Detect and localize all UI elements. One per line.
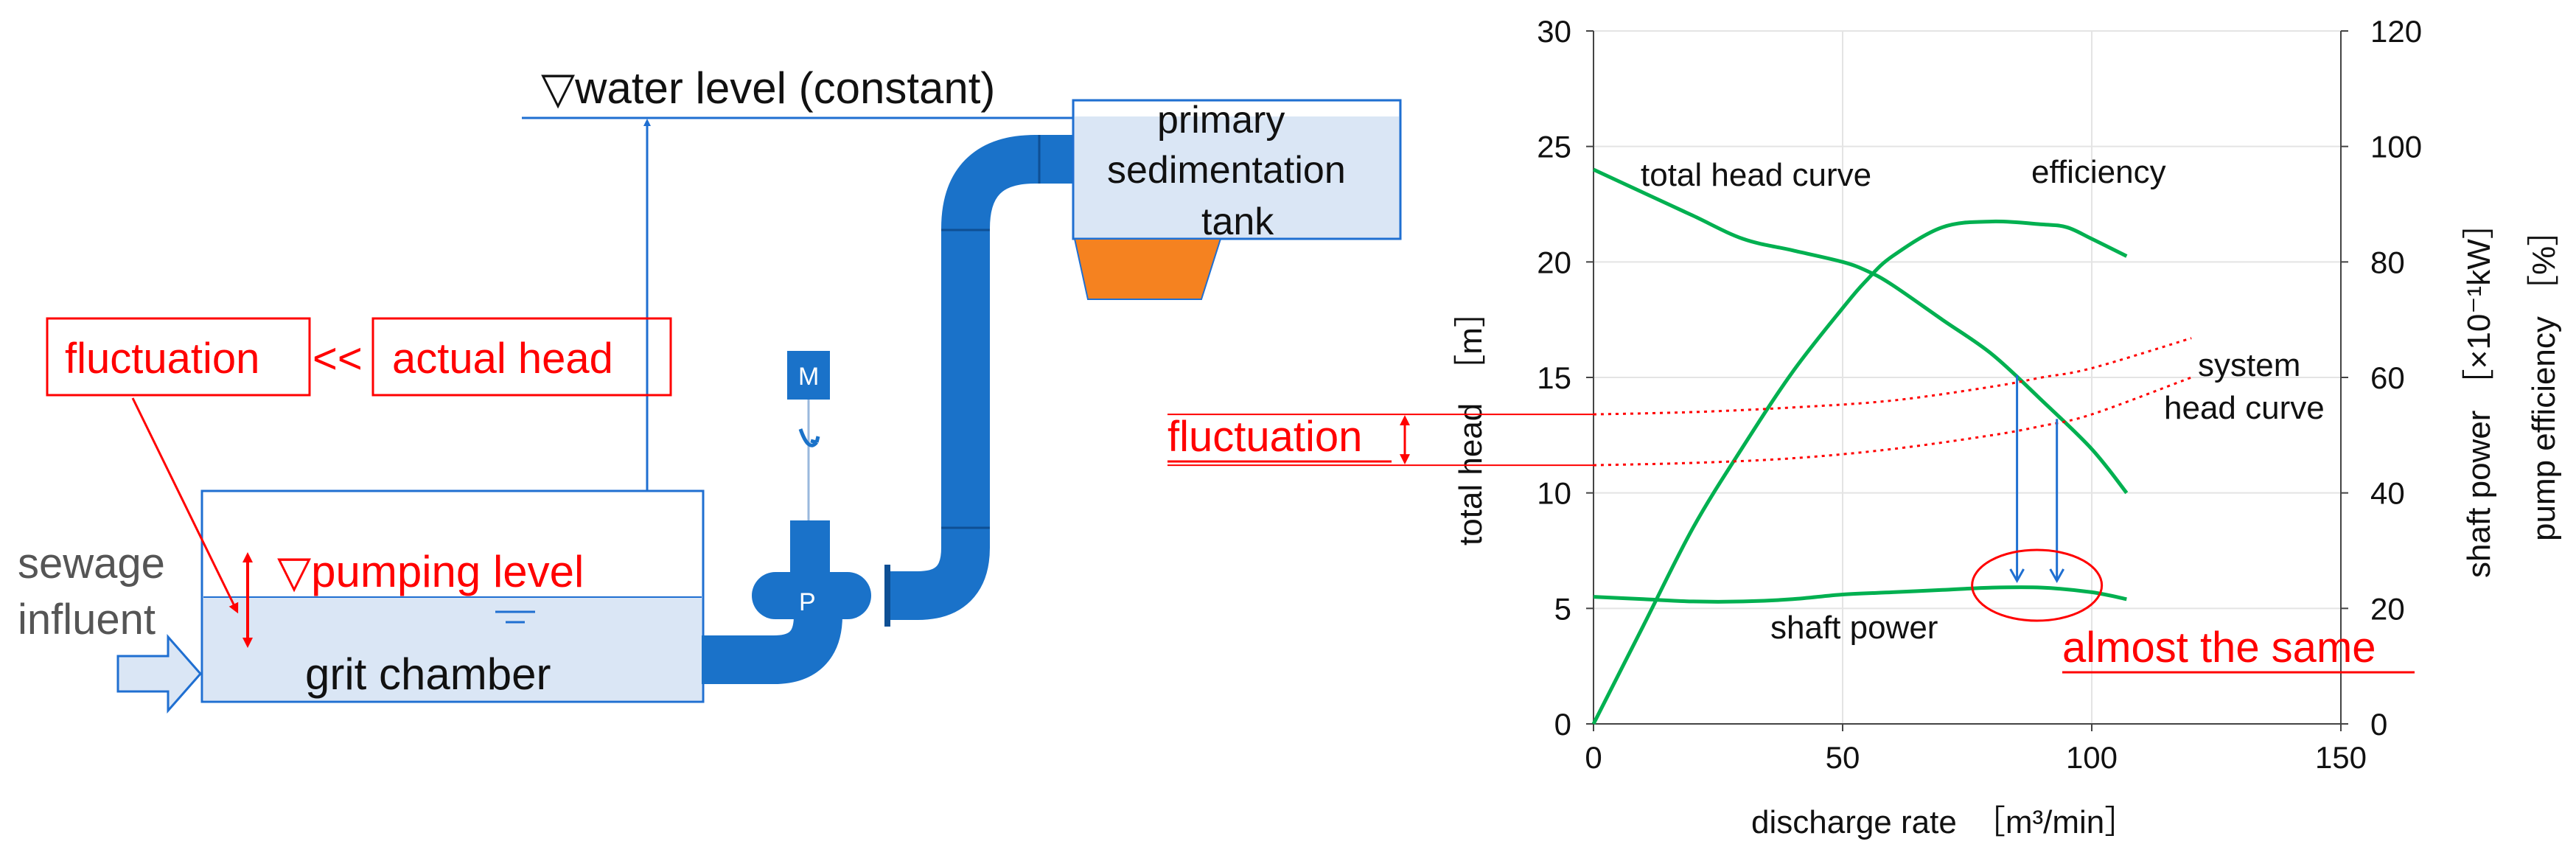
sedimentation-tank-top [1075, 102, 1399, 116]
system-head-label-1: system [2198, 347, 2300, 383]
pump-riser [790, 520, 830, 581]
total-head-curve-label: total head curve [1641, 157, 1871, 193]
y-right-axis-title-2: pump efficiency ［%］ [2526, 214, 2562, 541]
y-right-tick-label: 0 [2370, 707, 2387, 742]
total-head-curve [1592, 167, 2129, 495]
pump-body [752, 572, 871, 619]
shaft-power-curve [1593, 585, 2127, 604]
system-head-curve-high [1593, 337, 2192, 416]
motor-label: M [798, 363, 819, 391]
y-right-tick-label: 20 [2370, 591, 2405, 626]
y-left-tick-label: 25 [1537, 130, 1571, 164]
y-left-tick-label: 0 [1554, 707, 1571, 742]
x-axis-title: discharge rate ［m³/min］ [1751, 804, 2137, 840]
tank-label-line1: primary [1157, 99, 1285, 142]
actual-head-label: actual head [392, 335, 613, 383]
system-head-curve-low [1593, 376, 2192, 467]
fluctuation-box [46, 317, 311, 397]
shaft-power-label: shaft power [1770, 610, 1938, 646]
y-left-tick-label: 15 [1537, 360, 1571, 395]
y-right-axis-title-1: shaft power ［×10⁻¹kW］ [2461, 206, 2497, 578]
fluctuation-pointer [131, 397, 239, 614]
tank-label-line2: sedimentation [1107, 149, 1346, 192]
y-left-tick-label: 5 [1554, 591, 1571, 626]
actual-head-box [371, 317, 672, 397]
x-tick-label: 50 [1826, 740, 1860, 775]
compare-symbol: << [313, 335, 363, 383]
tank-label-line3: tank [1201, 201, 1274, 243]
sludge-hopper [1073, 238, 1222, 300]
almost-same-label: almost the same [2062, 624, 2376, 672]
chart-curves [1591, 167, 2192, 725]
water-level-label: ▽water level (constant) [541, 63, 995, 113]
influent-label-line2: influent [18, 596, 156, 644]
pipe-flange [884, 565, 890, 627]
y-right-tick-label: 40 [2370, 476, 2405, 511]
grit-chamber-water [203, 597, 702, 700]
fluctuation-label: fluctuation [65, 335, 259, 383]
y-left-tick-label: 20 [1537, 245, 1571, 279]
efficiency-label: efficiency [2031, 154, 2166, 190]
y-left-tick-label: 30 [1537, 14, 1571, 49]
y-right-tick-label: 80 [2370, 245, 2405, 279]
rotation-icon [798, 428, 820, 447]
sedimentation-tank-box [1072, 99, 1402, 240]
y-left-axis-title: total head ［m］ [1453, 295, 1489, 545]
motor-box [787, 351, 830, 400]
x-tick-label: 100 [2066, 740, 2118, 775]
chart-fluctuation-label: fluctuation [1167, 413, 1362, 461]
pumping-system-diagram: ▽water level (constant) grit chamber sew… [18, 63, 1402, 714]
influent-label-line1: sewage [18, 540, 165, 588]
y-left-tick-label: 10 [1537, 476, 1571, 511]
chart-operating-points [2009, 374, 2064, 584]
efficiency-curve [1591, 219, 2128, 725]
y-right-tick-label: 100 [2370, 130, 2422, 164]
pump-label: P [799, 588, 816, 616]
x-tick-label: 0 [1585, 740, 1602, 775]
grit-chamber-label: grit chamber [305, 649, 551, 699]
y-right-tick-label: 120 [2370, 14, 2422, 49]
pipe-system [702, 135, 1076, 684]
system-head-label-2: head curve [2164, 390, 2325, 426]
pumping-level-label: ▽pumping level [277, 547, 584, 596]
almost-same-ellipse [1971, 548, 2104, 622]
y-right-tick-label: 60 [2370, 360, 2405, 395]
influent-arrow [116, 634, 202, 714]
x-tick-label: 150 [2315, 740, 2367, 775]
